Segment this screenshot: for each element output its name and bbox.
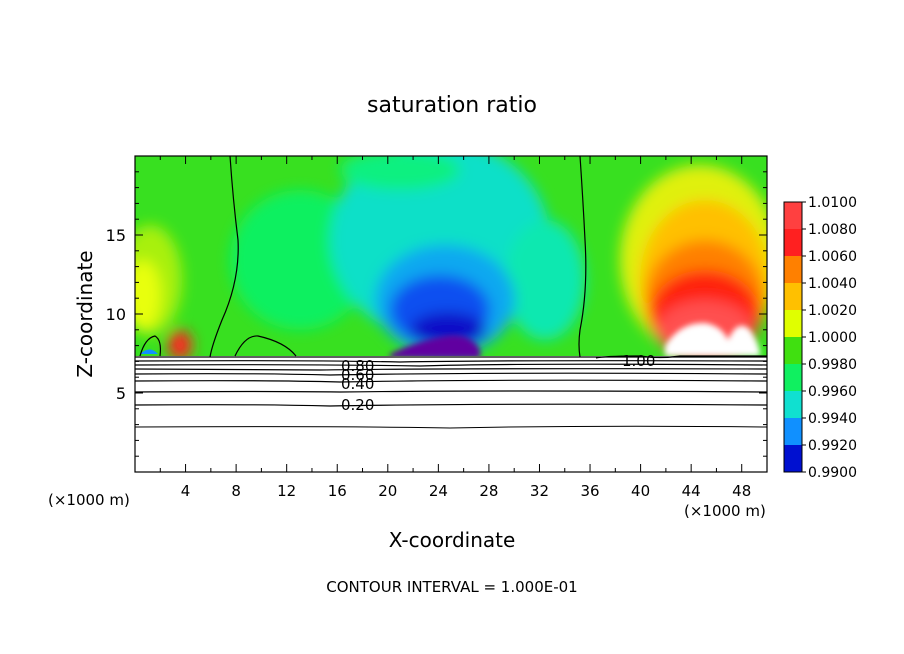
- x-tick-label: 40: [631, 482, 650, 500]
- colorbar-label: 0.9960: [808, 384, 857, 400]
- colorbar-label: 0.9980: [808, 357, 857, 373]
- colorbar-swatch: [784, 310, 802, 337]
- x-axis-title: X-coordinate: [389, 528, 516, 552]
- contour-lines: [135, 156, 767, 429]
- x-tick-label: 24: [429, 482, 448, 500]
- colorbar-swatch: [784, 364, 802, 391]
- y-tick-label: 15: [106, 226, 126, 245]
- contour-label: 1.00: [622, 352, 655, 370]
- contour-interval-footer: CONTOUR INTERVAL = 1.000E-01: [326, 578, 577, 596]
- x-tick-label: 12: [277, 482, 296, 500]
- x-tick-label: 16: [328, 482, 347, 500]
- x-tick-label: 32: [530, 482, 549, 500]
- x-tick-label: 20: [378, 482, 397, 500]
- colorbar-label: 1.0100: [808, 195, 857, 211]
- x-tick-label: 8: [231, 482, 241, 500]
- x-unit-right: (×1000 m): [684, 502, 766, 520]
- colorbar-label: 1.0020: [808, 303, 857, 319]
- contour-label: 0.20: [341, 396, 374, 414]
- colorbar-label: 1.0080: [808, 222, 857, 238]
- colorbar-swatch: [784, 283, 802, 310]
- colorbar-swatch: [784, 256, 802, 283]
- colorbar-label: 1.0040: [808, 276, 857, 292]
- chart-title: saturation ratio: [367, 93, 537, 118]
- contour-label: 0.80: [341, 357, 374, 375]
- plot-area: [135, 156, 767, 472]
- contour-labels: 0.80 0.60 0.40 0.20 1.00: [341, 352, 655, 414]
- x-tick-label: 36: [580, 482, 599, 500]
- contour-label: 0.40: [341, 375, 374, 393]
- y-tick-label: 10: [106, 305, 126, 324]
- x-tick-label: 28: [479, 482, 498, 500]
- colorbar-label: 1.0000: [808, 330, 857, 346]
- saturation-field: [135, 156, 767, 360]
- y-tick-label: 5: [116, 384, 126, 403]
- colorbar-label: 0.9940: [808, 411, 857, 427]
- y-axis-title: Z-coordinate: [73, 250, 97, 377]
- colorbar-swatch: [784, 202, 802, 229]
- x-tick-label: 44: [682, 482, 701, 500]
- colorbar-label: 0.9920: [808, 438, 857, 454]
- x-tick-label: 48: [732, 482, 751, 500]
- colorbar-label: 0.9900: [808, 465, 857, 481]
- colorbar-swatch: [784, 418, 802, 445]
- contour-label: 0.60: [341, 366, 374, 384]
- x-axis: 4 8 12 16 20 24 28 32 36 40 44 48: [159, 156, 751, 500]
- colorbar-swatch: [784, 391, 802, 418]
- lower-region: [135, 356, 767, 472]
- colorbar-swatch: [784, 229, 802, 256]
- colorbar-swatch: [784, 337, 802, 364]
- colorbar: 1.0100 1.0080 1.0060 1.0040 1.0020 1.0000 0.99…: [783, 195, 857, 481]
- colorbar-label: 1.0060: [808, 249, 857, 265]
- colorbar-swatch: [784, 445, 802, 472]
- x-tick-label: 4: [181, 482, 191, 500]
- y-axis: 5 10 15: [106, 171, 767, 457]
- x-unit-left: (×1000 m): [48, 491, 130, 509]
